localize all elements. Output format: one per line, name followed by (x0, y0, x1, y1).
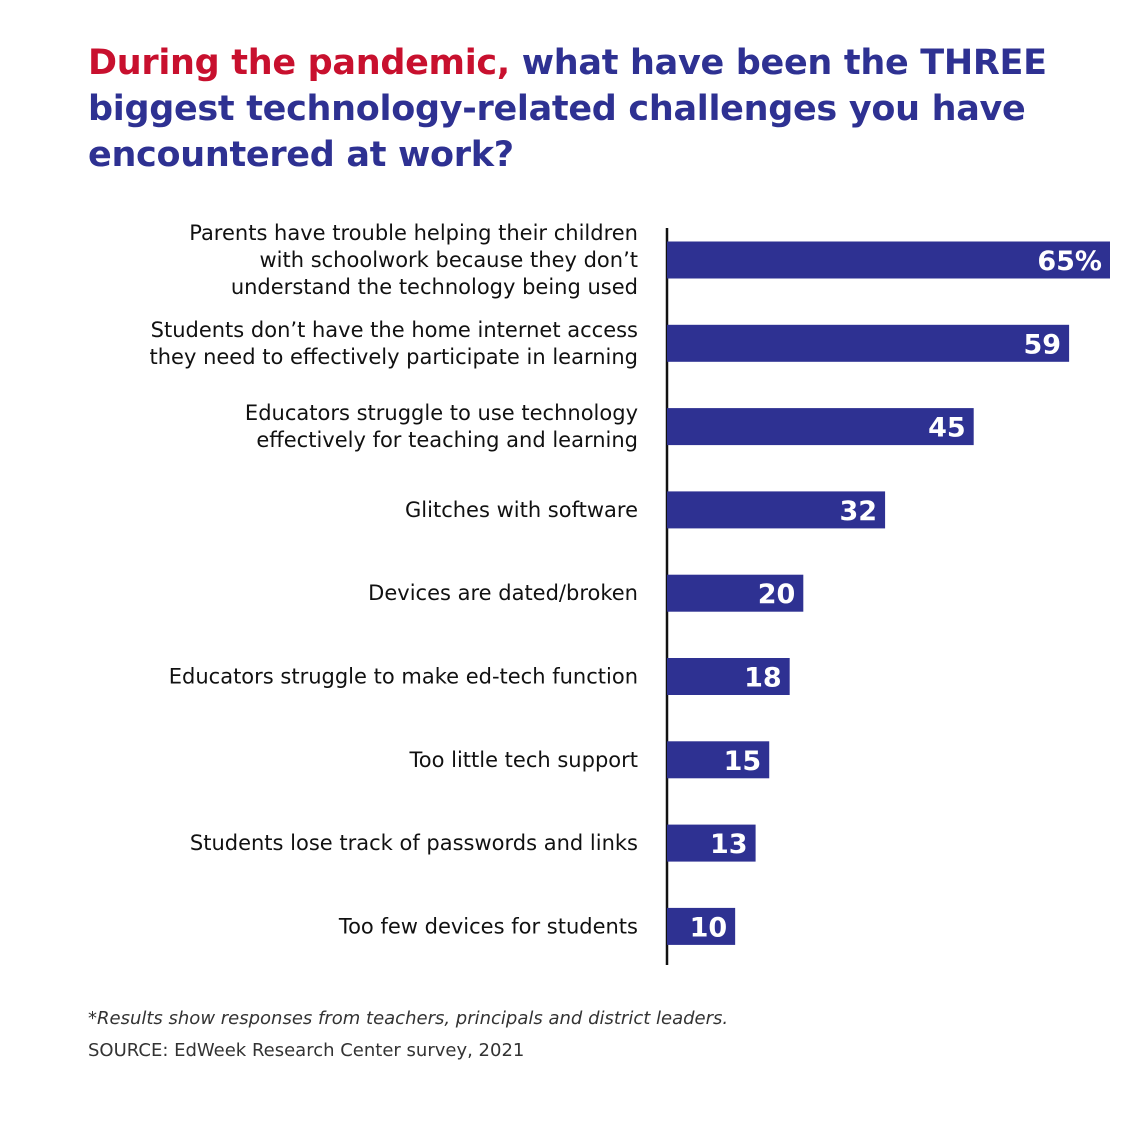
bar-value-label-4: 20 (758, 579, 796, 610)
category-label-7-line-0: Students lose track of passwords and lin… (190, 831, 638, 855)
category-label-2-line-1: effectively for teaching and learning (256, 428, 638, 452)
category-label-3-line-0: Glitches with software (405, 498, 638, 522)
bar-value-label-6: 15 (724, 746, 762, 777)
bar-0 (667, 241, 1110, 279)
footnote-note: *Results show responses from teachers, p… (88, 1008, 729, 1029)
bar-1 (667, 324, 1070, 362)
bar-value-label-8: 10 (690, 912, 728, 943)
bar-value-label-7: 13 (710, 829, 748, 860)
bar-8 (667, 907, 736, 945)
bar-4 (667, 574, 804, 612)
bar-value-label-2: 45 (928, 413, 966, 444)
bar-7 (667, 824, 756, 862)
bar-6 (667, 741, 770, 779)
chart-title-highlight: During the pandemic, (88, 43, 510, 83)
footnote-source: SOURCE: EdWeek Research Center survey, 2… (88, 1040, 525, 1061)
category-label-5-line-0: Educators struggle to make ed-tech funct… (169, 665, 638, 689)
category-label-0-line-1: with schoolwork because they don’t (259, 248, 638, 272)
category-label-1-line-1: they need to effectively participate in … (150, 345, 639, 369)
category-label-1-line-0: Students don’t have the home internet ac… (151, 318, 638, 342)
category-label-8-line-0: Too few devices for students (338, 914, 638, 938)
category-label-4-line-0: Devices are dated/broken (368, 581, 638, 605)
category-label-0-line-2: understand the technology being used (231, 275, 638, 299)
bar-value-label-0: 65% (1037, 246, 1102, 277)
bar-value-label-5: 18 (744, 663, 782, 694)
bar-5 (667, 658, 790, 695)
category-label-6-line-0: Too little tech support (408, 748, 638, 772)
bar-value-label-3: 32 (840, 496, 878, 527)
category-label-2-line-0: Educators struggle to use technology (245, 401, 638, 425)
bar-3 (667, 491, 886, 529)
chart-title-rest: what have been the THREE biggest technol… (88, 43, 1047, 175)
chart-title: During the pandemic, what have been the … (88, 40, 1088, 178)
bar-value-label-1: 59 (1024, 329, 1062, 360)
category-label-0-line-0: Parents have trouble helping their child… (189, 221, 638, 245)
bar-2 (667, 408, 974, 446)
